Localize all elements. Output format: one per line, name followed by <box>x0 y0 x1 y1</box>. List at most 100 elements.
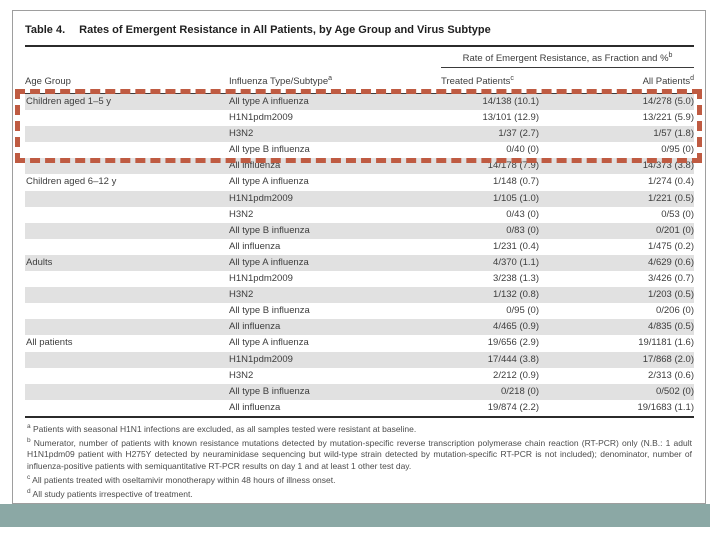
all-patients-cell: 2/313 (0.6) <box>648 369 694 381</box>
treated-patients-cell: 17/444 (3.8) <box>487 353 539 365</box>
subtype-cell: All type A influenza <box>229 337 309 349</box>
all-patients-cell: 13/221 (5.9) <box>642 112 694 124</box>
subtype-cell: All type A influenza <box>229 176 309 188</box>
subtype-cell: H1N1pdm2009 <box>229 112 293 124</box>
footnote: c All patients treated with oseltamivir … <box>27 474 692 486</box>
subtype-cell: H1N1pdm2009 <box>229 192 293 204</box>
age-group-cell <box>25 158 229 174</box>
subtype-cell: All type A influenza <box>229 256 309 268</box>
table-row: Children aged 1–5 y All type A influenza 1… <box>25 94 694 111</box>
age-group-cell <box>25 126 229 142</box>
table-body: Children aged 1–5 y All type A influenza 1… <box>15 89 702 416</box>
treated-patients-cell: 14/178 (7.9) <box>487 160 539 172</box>
table-row: Children aged 6–12 y All type A influenza… <box>25 174 694 190</box>
treated-patients-cell: 0/43 (0) <box>506 208 539 220</box>
table-row: H3N2 2/212 (0.9) 2/313 (0.6) <box>25 368 694 384</box>
subtype-cell: All type B influenza <box>229 385 310 397</box>
treated-patients-cell: 1/148 (0.7) <box>493 176 539 188</box>
subtype-cell: All influenza <box>229 240 281 252</box>
table-row: All influenza 14/178 (7.9) 14/373 (3.8) <box>25 158 694 175</box>
all-patients-cell: 14/373 (3.8) <box>642 160 694 172</box>
all-patients-cell: 0/53 (0) <box>661 208 694 220</box>
all-patients-cell: 17/868 (2.0) <box>642 353 694 365</box>
age-group-cell <box>25 223 229 239</box>
all-patients-cell: 14/278 (5.0) <box>642 96 694 107</box>
all-patients-cell: 19/1683 (1.1) <box>637 401 694 413</box>
table-row: H1N1pdm2009 17/444 (3.8) 17/868 (2.0) <box>25 351 694 368</box>
age-group-cell <box>25 303 229 319</box>
table-row: H1N1pdm2009 3/238 (1.3) 3/426 (0.7) <box>25 271 694 287</box>
table-row: H3N2 1/37 (2.7) 1/57 (1.8) <box>25 126 694 143</box>
column-header-age-group: Age Group <box>25 76 71 87</box>
all-patients-cell: 4/835 (0.5) <box>648 321 694 333</box>
table-row: All patients All type A influenza 19/656 (… <box>25 335 694 351</box>
all-patients-cell: 0/201 (0) <box>655 224 694 236</box>
table-title-text: Rates of Emergent Resistance in All Pati… <box>79 24 491 36</box>
subtype-cell: All influenza <box>229 321 281 333</box>
age-group-cell <box>25 271 229 287</box>
table-row: All type B influenza 0/95 (0) 0/206 (0) <box>25 303 694 319</box>
table-row: H3N2 0/43 (0) 0/53 (0) <box>25 207 694 223</box>
subtype-cell: H3N2 <box>229 208 254 220</box>
all-patients-cell: 4/629 (0.6) <box>648 256 694 268</box>
all-patients-cell: 1/57 (1.8) <box>653 128 694 140</box>
table-row: H1N1pdm2009 13/101 (12.9) 13/221 (5.9) <box>25 110 694 126</box>
column-spanner: Rate of Emergent Resistance, as Fraction… <box>441 47 694 68</box>
all-patients-cell: 0/206 (0) <box>655 305 694 317</box>
all-patients-cell: 19/1181 (1.6) <box>638 337 694 349</box>
treated-patients-cell: 0/83 (0) <box>506 224 539 236</box>
subtype-cell: All influenza <box>229 401 281 413</box>
age-group-cell <box>25 368 229 384</box>
footnote: d All study patients irrespective of tre… <box>27 488 692 500</box>
table-title: Table 4. Rates of Emergent Resistance in … <box>25 24 694 36</box>
treated-patients-cell: 14/138 (10.1) <box>482 96 539 107</box>
table-row: All type B influenza 0/40 (0) 0/95 (0) <box>25 142 694 158</box>
slide-accent-band <box>0 504 710 527</box>
all-patients-cell: 0/95 (0) <box>661 144 694 156</box>
age-group-cell <box>25 400 229 416</box>
footnote-marker: b <box>27 437 31 445</box>
table-row: All influenza 4/465 (0.9) 4/835 (0.5) <box>25 319 694 336</box>
footnote: b Numerator, number of patients with kno… <box>27 438 692 472</box>
all-patients-cell: 1/475 (0.2) <box>648 240 694 252</box>
footnote-marker: a <box>27 423 31 431</box>
treated-patients-cell: 13/101 (12.9) <box>482 112 539 124</box>
subtype-cell: All type B influenza <box>229 144 310 156</box>
age-group-cell <box>25 319 229 335</box>
column-header-all-patients: All Patientsd <box>642 74 694 87</box>
table-row: All type B influenza 0/218 (0) 0/502 (0) <box>25 383 694 400</box>
age-group-cell <box>25 384 229 400</box>
subtype-cell: All type B influenza <box>229 305 310 317</box>
treated-patients-cell: 19/874 (2.2) <box>487 401 539 413</box>
treated-patients-cell: 0/95 (0) <box>506 305 539 317</box>
table-row: H3N2 1/132 (0.8) 1/203 (0.5) <box>25 287 694 304</box>
treated-patients-cell: 1/132 (0.8) <box>493 289 539 301</box>
subtype-cell: H1N1pdm2009 <box>229 353 293 365</box>
treated-patients-cell: 2/212 (0.9) <box>493 369 539 381</box>
all-patients-cell: 1/274 (0.4) <box>648 176 694 188</box>
treated-patients-cell: 0/218 (0) <box>500 385 539 397</box>
treated-patients-cell: 0/40 (0) <box>506 144 539 156</box>
age-group-cell <box>25 191 229 207</box>
subtype-cell: All type A influenza <box>229 96 309 107</box>
subtype-cell: All type B influenza <box>229 224 310 236</box>
treated-patients-cell: 4/370 (1.1) <box>493 256 539 268</box>
age-group-cell <box>25 207 229 223</box>
subtype-cell: H3N2 <box>229 128 254 140</box>
footnote: a Patients with seasonal H1N1 infections… <box>27 423 692 435</box>
table-row: All influenza 19/874 (2.2) 19/1683 (1.1) <box>25 400 694 416</box>
treated-patients-cell: 3/238 (1.3) <box>493 273 539 285</box>
subtype-cell: H1N1pdm2009 <box>229 273 293 285</box>
title-rule <box>25 45 694 47</box>
column-header-subtype: Influenza Type/Subtypea <box>229 74 333 87</box>
age-group-cell: Adults <box>26 256 53 268</box>
footnote-text: Patients with seasonal H1N1 infections a… <box>33 423 417 434</box>
table-row: H1N1pdm2009 1/105 (1.0) 1/221 (0.5) <box>25 190 694 207</box>
age-group-cell <box>25 287 229 303</box>
all-patients-cell: 0/502 (0) <box>655 385 694 397</box>
treated-patients-cell: 1/37 (2.7) <box>498 128 539 140</box>
age-group-cell <box>25 239 229 255</box>
column-header-row: Age Group Influenza Type/Subtypea Treate… <box>25 68 694 94</box>
table-bottom-rule <box>25 415 694 418</box>
age-group-cell: Children aged 1–5 y <box>26 96 112 107</box>
